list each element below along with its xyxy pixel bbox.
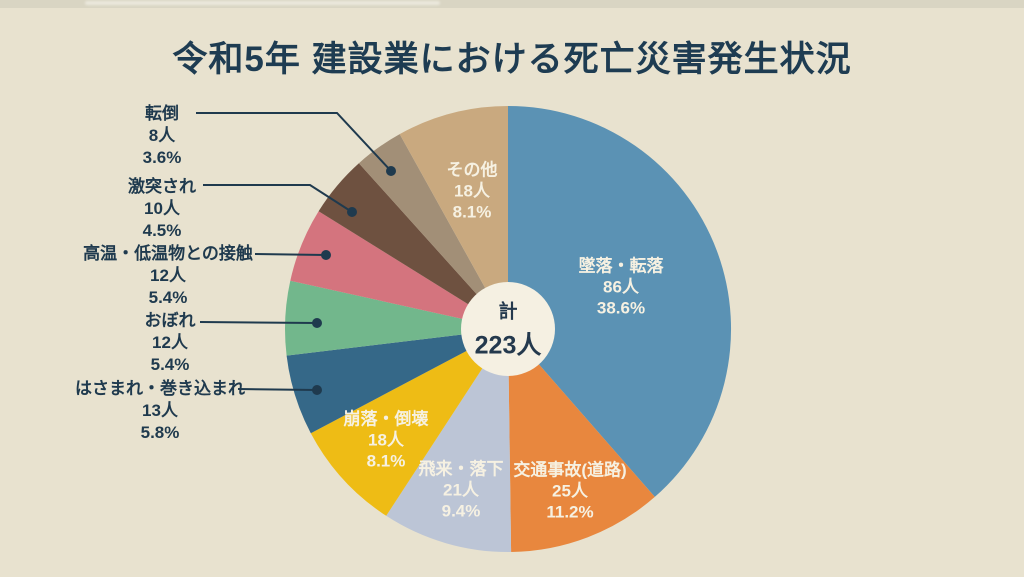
pie-slice-6 — [290, 211, 508, 329]
cropped-text-remnant — [0, 0, 1024, 8]
pie-slice-5 — [285, 280, 508, 356]
leader-line-6 — [254, 253, 327, 256]
leader-line-8 — [196, 112, 392, 172]
pie-slice-0 — [508, 106, 732, 497]
pie-center-total: 計 223人 — [475, 297, 542, 362]
leader-dot-6 — [321, 250, 331, 260]
pie-slice-3 — [310, 329, 508, 516]
donut-hole — [461, 282, 555, 376]
cropped-text-smudge — [85, 1, 440, 5]
leader-line-7 — [203, 184, 353, 213]
leader-dot-5 — [312, 318, 322, 328]
pie-slice-9 — [399, 106, 508, 329]
leader-line-4 — [237, 388, 318, 391]
pie-slice-4 — [286, 329, 508, 434]
leader-dot-4 — [312, 385, 322, 395]
leader-dot-7 — [347, 207, 357, 217]
pie-slice-7 — [318, 163, 508, 329]
pie-slice-8 — [358, 134, 508, 329]
chart-title: 令和5年 建設業における死亡災害発生状況 — [172, 40, 852, 79]
pie-slice-2 — [386, 329, 512, 553]
leader-dot-8 — [386, 166, 396, 176]
total-prefix-label: 計 — [498, 301, 518, 323]
leader-line-5 — [199, 321, 318, 324]
total-value-label: 223人 — [474, 331, 542, 360]
pie-slice-1 — [508, 329, 655, 552]
